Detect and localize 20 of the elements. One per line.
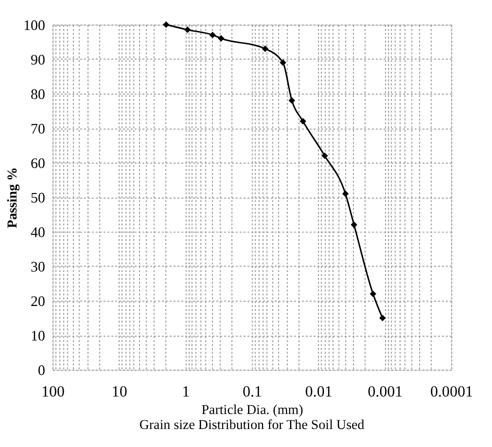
y-tick-label: 90 <box>30 52 46 68</box>
y-tick-label: 100 <box>23 18 46 34</box>
y-tick-label: 0 <box>38 363 46 380</box>
y-tick-label: 50 <box>30 190 46 207</box>
x-tick-label: 0.0001 <box>430 384 474 401</box>
text: Grain size Distribution for The Soil Used <box>139 417 365 432</box>
x-tick-label: 0.01 <box>305 384 332 401</box>
x-axis-title: Particle Dia. (mm) <box>201 402 304 418</box>
x-tick-label: 10 <box>112 384 128 401</box>
y-tick-label: 40 <box>30 225 46 242</box>
y-tick-label: 10 <box>30 328 46 345</box>
y-tick-label: 70 <box>30 122 46 138</box>
y-tick-label: 80 <box>30 86 46 103</box>
x-tick-label: 1 <box>182 384 190 401</box>
y-axis-title: Passing % <box>4 167 20 228</box>
y-tick-label: 20 <box>30 294 46 310</box>
x-tick-label: 0.001 <box>368 384 403 401</box>
y-tick-label: 60 <box>30 156 46 172</box>
y-tick-label: 30 <box>30 260 46 276</box>
x-tick-label: 0.1 <box>242 384 262 401</box>
